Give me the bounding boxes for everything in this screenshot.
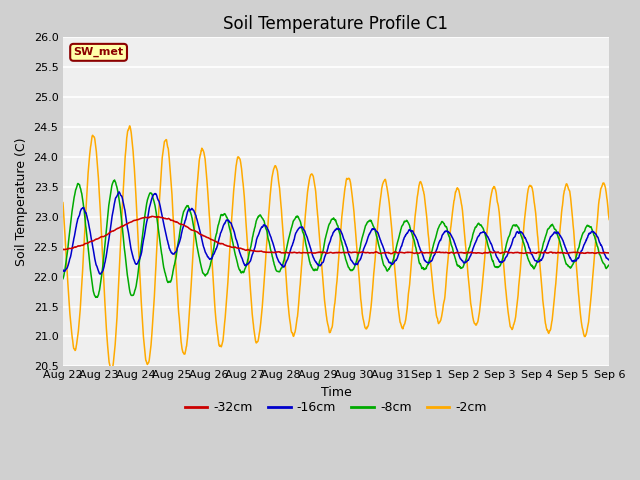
Title: Soil Temperature Profile C1: Soil Temperature Profile C1 <box>223 15 449 33</box>
Legend: -32cm, -16cm, -8cm, -2cm: -32cm, -16cm, -8cm, -2cm <box>180 396 492 420</box>
Text: SW_met: SW_met <box>74 47 124 58</box>
Y-axis label: Soil Temperature (C): Soil Temperature (C) <box>15 138 28 266</box>
X-axis label: Time: Time <box>321 386 351 399</box>
